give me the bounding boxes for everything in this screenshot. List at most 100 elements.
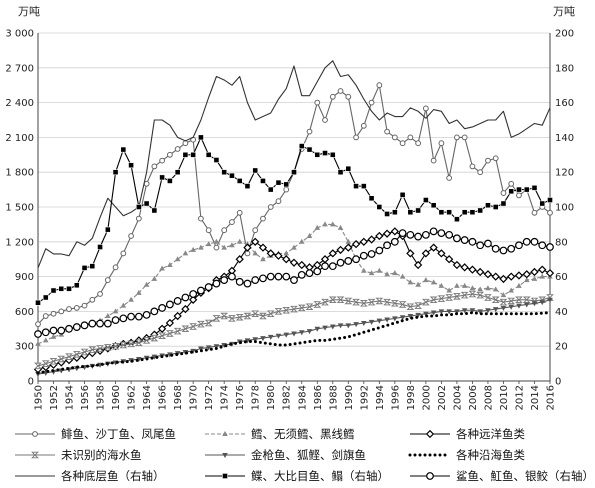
- data-point: [165, 330, 174, 337]
- data-point: [96, 345, 104, 352]
- data-point: [213, 157, 220, 163]
- data-point: [204, 319, 213, 327]
- legend-entry: 各种远洋鱼类: [410, 427, 525, 441]
- data-point: [477, 309, 483, 315]
- data-point: [159, 174, 166, 181]
- legend-label: 金枪鱼、狐鲣、剑旗鱼: [251, 448, 366, 462]
- data-point: [360, 122, 367, 129]
- data-point: [50, 333, 57, 339]
- data-point: [468, 265, 477, 274]
- data-point: [112, 308, 119, 314]
- data-point: [376, 204, 383, 210]
- x-tick-label: 1968: [173, 385, 184, 410]
- data-point: [198, 215, 204, 222]
- data-point: [460, 263, 469, 272]
- data-point: [361, 321, 367, 326]
- series-line: [37, 293, 551, 367]
- data-point: [35, 340, 41, 346]
- data-point: [337, 88, 344, 94]
- data-point: [547, 297, 553, 303]
- data-point: [96, 319, 104, 328]
- data-point: [57, 355, 66, 363]
- data-point: [522, 296, 531, 304]
- data-point: [291, 244, 297, 250]
- data-point: [469, 209, 476, 216]
- x-tick-label: 1960: [111, 385, 122, 410]
- data-point: [399, 315, 406, 321]
- data-point: [530, 237, 539, 246]
- data-point: [197, 320, 205, 328]
- data-point: [229, 172, 235, 179]
- data-point: [321, 262, 329, 271]
- data-point: [134, 339, 143, 346]
- data-point: [460, 291, 469, 299]
- data-point: [80, 348, 89, 356]
- x-tick-label: 1970: [189, 385, 200, 410]
- data-point: [159, 265, 165, 271]
- data-point: [289, 258, 299, 267]
- data-point: [103, 344, 112, 351]
- data-point: [306, 329, 313, 335]
- legend-entry: 各种沿海鱼类: [408, 448, 525, 462]
- data-point: [375, 246, 384, 255]
- data-point: [228, 315, 236, 322]
- data-point: [275, 333, 282, 339]
- data-point: [97, 244, 103, 250]
- data-point: [336, 245, 345, 255]
- x-tick-label: 1998: [406, 385, 417, 410]
- data-point: [522, 270, 531, 279]
- x-tick-label: 1976: [235, 385, 246, 410]
- data-point: [384, 317, 390, 323]
- data-point: [367, 298, 376, 306]
- data-point: [229, 219, 235, 225]
- data-point: [469, 308, 476, 314]
- data-point: [34, 362, 42, 370]
- series-line: [36, 311, 552, 375]
- legend-label: 未识别的海水鱼: [61, 448, 142, 462]
- data-point: [352, 255, 360, 264]
- data-point: [243, 243, 252, 252]
- data-point: [267, 204, 274, 210]
- data-point: [135, 215, 142, 222]
- data-point: [221, 244, 227, 250]
- data-point: [492, 204, 499, 210]
- data-point: [143, 281, 150, 287]
- x-tick-label: 2014: [530, 385, 541, 410]
- left-tick-label: 1 500: [5, 203, 34, 214]
- data-point: [111, 342, 120, 350]
- data-point: [174, 256, 181, 262]
- x-tick-label: 2008: [483, 385, 494, 410]
- data-point: [50, 287, 57, 294]
- data-point: [429, 243, 438, 252]
- data-point: [483, 270, 493, 279]
- data-point: [267, 334, 274, 340]
- data-point: [252, 167, 259, 174]
- x-tick-label: 1950: [34, 385, 45, 410]
- left-tick-label: 300: [15, 342, 34, 353]
- data-point: [353, 322, 359, 328]
- data-point: [531, 184, 538, 191]
- data-point: [198, 346, 204, 352]
- data-point: [80, 321, 89, 330]
- data-point: [190, 151, 197, 158]
- data-point: [66, 306, 72, 312]
- data-point: [244, 183, 251, 190]
- data-point: [453, 234, 461, 243]
- data-point: [375, 297, 384, 305]
- data-point: [42, 313, 49, 319]
- data-point: [89, 263, 96, 270]
- data-point: [429, 227, 438, 236]
- data-point: [398, 229, 407, 238]
- series-line: [37, 60, 551, 269]
- data-point: [65, 353, 73, 360]
- data-point: [189, 295, 198, 304]
- data-point: [112, 264, 119, 271]
- left-tick-label: 2 700: [5, 63, 34, 74]
- data-point: [499, 274, 508, 284]
- data-point: [42, 337, 49, 343]
- data-point: [81, 264, 88, 271]
- data-point: [499, 246, 508, 255]
- data-point: [181, 325, 190, 333]
